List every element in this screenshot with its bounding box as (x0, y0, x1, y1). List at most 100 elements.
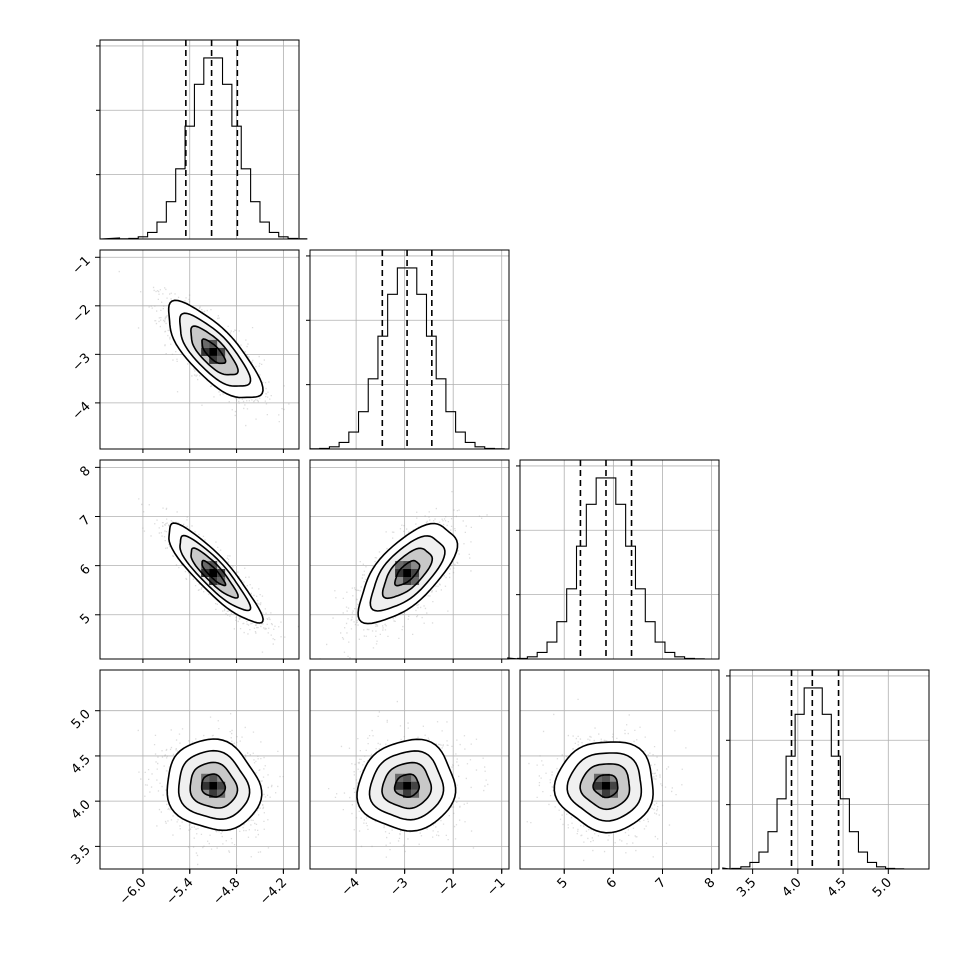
density-cell-3-1-7 (201, 561, 210, 570)
x-tick-label-3-3: 7 (653, 875, 669, 891)
y-tick-label-2-1: −4 (70, 399, 94, 423)
panel-content-2-1 (100, 250, 299, 449)
density-cell-4-2-2 (395, 781, 404, 790)
density-cell-3-1-1 (209, 569, 218, 578)
x-tick-label-1-2: −5.4 (164, 875, 197, 908)
contour-line-4-3-3 (579, 763, 631, 811)
x-tick-label-1-1: −6.0 (117, 875, 150, 908)
x-tick-label-4-4: 5.0 (870, 875, 895, 900)
contour-line-4-3-1 (553, 741, 654, 834)
histogram-line-1 (99, 57, 308, 240)
histogram-panel-1 (96, 39, 308, 240)
y-tick-label-4-3: 4.5 (69, 752, 94, 777)
x-tick-label-1-3: −4.8 (210, 875, 243, 908)
contour-line-3-2-2 (369, 535, 446, 612)
panel-frame-4-1 (99, 669, 300, 870)
scatter-panel-3-2 (309, 459, 510, 660)
x-tick-label-3-2: 6 (604, 875, 620, 891)
contour-line-4-2-4 (393, 773, 420, 798)
scatter-panel-2-1 (99, 249, 300, 450)
panel-content-4-1 (100, 670, 299, 869)
panel-frame-3-3 (519, 459, 720, 660)
scatter-points-2-1 (118, 270, 290, 427)
density-cell-4-1-1 (209, 781, 218, 790)
y-tick-label-3-1: 5 (77, 611, 93, 627)
contour-line-4-2-1 (356, 738, 457, 832)
contour-line-3-2-3 (381, 547, 434, 600)
density-cell-4-1-5 (209, 789, 218, 798)
x-tick-label-2-1: −4 (339, 875, 363, 899)
contour-line-4-1-1 (166, 738, 263, 832)
y-tick-label-4-4: 5.0 (69, 707, 94, 732)
x-tick-label-4-3: 4.5 (825, 875, 850, 900)
y-tick-label-3-2: 6 (77, 562, 93, 578)
panel-frame-2-2 (309, 249, 510, 450)
x-tick-label-2-3: −2 (436, 875, 460, 899)
density-cell-4-3-3 (609, 781, 618, 790)
panel-content-4-2 (310, 670, 509, 869)
x-tick-label-4-2: 4.0 (779, 875, 804, 900)
panel-frame-3-2 (309, 459, 510, 660)
density-cell-4-2-4 (403, 773, 412, 782)
density-cell-3-2-1 (403, 569, 412, 578)
contour-line-3-1-4 (201, 559, 227, 587)
y-tick-label-3-3: 7 (77, 513, 93, 529)
density-cell-3-2-2 (395, 569, 404, 578)
panel-frame-3-1 (99, 459, 300, 660)
density-cell-2-1-7 (201, 339, 210, 348)
contour-line-3-1-2 (179, 534, 252, 612)
y-tick-label-2-2: −3 (70, 351, 94, 375)
density-cell-3-2-5 (403, 577, 412, 586)
histogram-panel-2 (306, 249, 510, 450)
histogram-panel-3 (507, 459, 720, 660)
density-cell-3-1-2 (201, 569, 210, 578)
contour-line-2-1-3 (190, 325, 239, 376)
density-cell-3-2-6 (411, 577, 420, 586)
x-tick-label-3-4: 8 (702, 875, 718, 891)
panel-content-4-3 (520, 670, 719, 869)
y-tick-label-4-1: 3.5 (69, 843, 94, 868)
density-cell-4-3-4 (601, 773, 610, 782)
contour-line-4-1-3 (189, 761, 239, 809)
histogram-line-3 (507, 477, 719, 660)
density-cell-4-1-4 (209, 773, 218, 782)
panel-frame-2-1 (99, 249, 300, 450)
density-cell-3-2-4 (403, 561, 412, 570)
density-cell-4-2-3 (411, 781, 420, 790)
density-cell-3-1-4 (209, 561, 218, 570)
panel-frame-4-3 (519, 669, 720, 870)
contour-line-2-1-1 (167, 299, 264, 399)
contour-line-4-3-2 (566, 752, 643, 822)
scatter-panel-4-2 (309, 669, 510, 870)
scatter-panel-4-1 (99, 669, 300, 870)
density-cell-3-1-5 (209, 577, 218, 586)
density-cell-4-3-5 (601, 789, 610, 798)
density-cell-4-3-2 (593, 781, 602, 790)
panel-frame-1-1 (99, 39, 300, 240)
density-cell-4-2-5 (403, 789, 412, 798)
density-cell-4-1-2 (201, 781, 210, 790)
density-cell-3-2-3 (411, 569, 420, 578)
x-tick-label-1-4: −4.2 (257, 875, 290, 908)
x-tick-label-4-1: 3.5 (734, 875, 759, 900)
panel-frame-4-2 (309, 669, 510, 870)
panel-content-3-2 (310, 460, 509, 659)
contour-line-4-1-4 (200, 773, 227, 798)
contour-line-4-2-2 (368, 750, 445, 821)
x-tick-label-2-2: −3 (387, 875, 411, 899)
density-cell-4-1-3 (217, 781, 226, 790)
contour-line-3-2-1 (357, 522, 459, 625)
scatter-panel-3-1 (99, 459, 300, 660)
panel-content-3-1 (100, 460, 299, 659)
histogram-line-4 (722, 687, 929, 870)
density-cell-4-3-1 (601, 781, 610, 790)
density-cell-4-2-1 (403, 781, 412, 790)
y-tick-label-2-4: −1 (70, 254, 94, 278)
y-tick-label-2-3: −2 (70, 302, 94, 326)
contour-line-3-1-1 (168, 522, 264, 624)
contour-line-3-2-4 (393, 559, 421, 587)
x-tick-label-2-4: −1 (484, 875, 508, 899)
y-tick-label-4-2: 4.0 (69, 797, 94, 822)
density-cell-2-1-6 (217, 355, 226, 364)
